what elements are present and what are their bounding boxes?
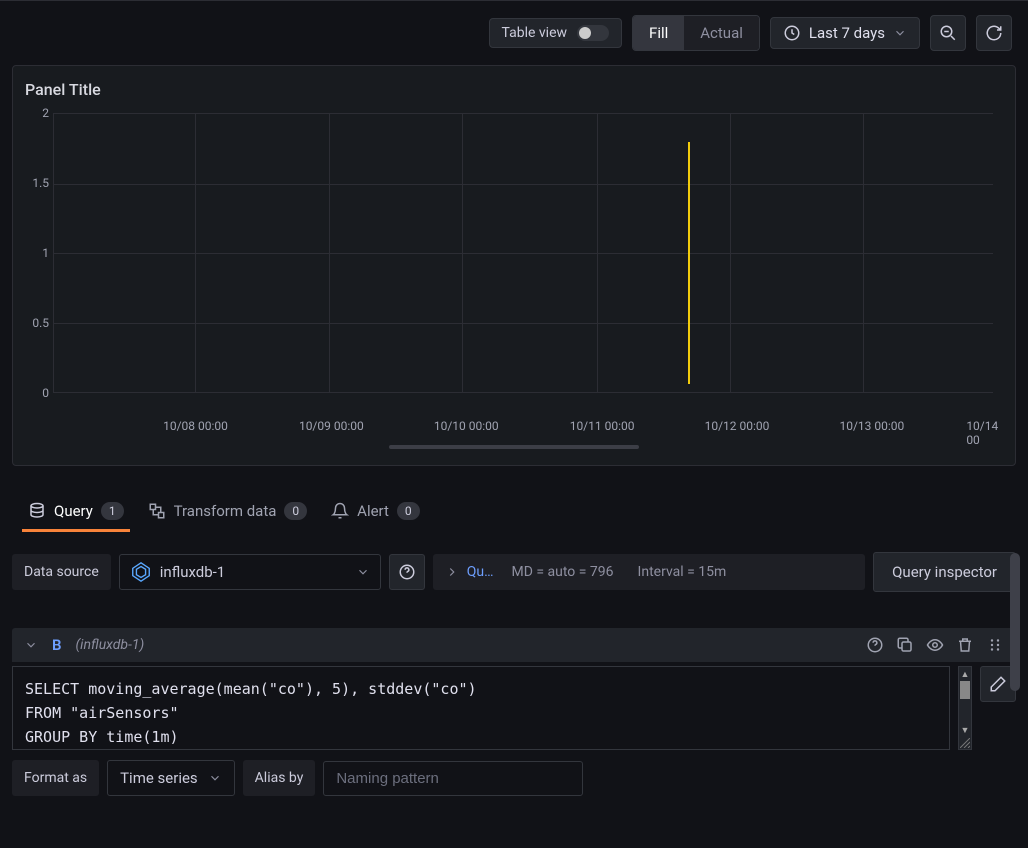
query-header: B (influxdb-1)	[12, 628, 1016, 662]
chevron-down-icon	[893, 26, 907, 40]
tab-transform-label: Transform data	[174, 502, 277, 520]
alert-count-badge: 0	[397, 502, 420, 520]
influxdb-icon	[130, 561, 152, 583]
scroll-track	[959, 699, 971, 723]
clock-icon	[783, 24, 801, 42]
y-axis: 2 1.5 1 0.5 0	[25, 113, 49, 393]
scroll-up-icon[interactable]: ▲	[959, 667, 971, 681]
database-icon	[28, 502, 46, 520]
fill-button[interactable]: Fill	[633, 16, 684, 50]
zoom-out-button[interactable]	[930, 15, 966, 51]
zoom-out-icon	[939, 24, 957, 42]
toggle-switch[interactable]	[577, 25, 609, 41]
gridline	[597, 114, 598, 392]
chevron-right-icon[interactable]	[445, 565, 459, 579]
x-tick: 10/12 00:00	[705, 419, 770, 433]
chart: 2 1.5 1 0.5 0	[53, 113, 1003, 413]
alias-by-label: Alias by	[243, 760, 316, 796]
x-tick: 10/10 00:00	[434, 419, 499, 433]
help-icon[interactable]	[866, 636, 884, 654]
query-body: ▲ ▼	[12, 666, 1016, 750]
format-as-label: Format as	[12, 760, 99, 796]
horizontal-scrollbar[interactable]	[389, 445, 639, 449]
interval-info: Interval = 15m	[638, 564, 727, 580]
trash-icon[interactable]	[956, 636, 974, 654]
panel: Panel Title 2 1.5 1 0.5 0 10/08 00:00 10…	[12, 65, 1016, 466]
chevron-down-icon	[356, 565, 370, 579]
gridline	[863, 114, 864, 392]
chevron-down-icon	[208, 771, 222, 785]
tabs: Query 1 Transform data 0 Alert 0	[0, 494, 1028, 532]
scroll-down-icon[interactable]: ▼	[959, 723, 971, 737]
query-count-badge: 1	[101, 502, 124, 520]
data-source-value: influxdb-1	[160, 563, 225, 581]
data-series-line	[688, 142, 690, 384]
panel-title: Panel Title	[25, 76, 1003, 113]
y-tick: 2	[42, 106, 49, 120]
y-tick: 0	[42, 386, 49, 400]
scroll-thumb[interactable]	[1010, 553, 1020, 691]
data-source-select[interactable]: influxdb-1	[119, 554, 381, 590]
page-vertical-scrollbar[interactable]	[1010, 545, 1020, 835]
copy-icon[interactable]	[896, 636, 914, 654]
table-view-label: Table view	[502, 25, 568, 41]
question-icon	[398, 563, 416, 581]
bell-icon	[331, 502, 349, 520]
tab-transform[interactable]: Transform data 0	[148, 494, 308, 532]
transform-count-badge: 0	[284, 502, 307, 520]
resize-grip[interactable]	[959, 737, 971, 749]
format-as-value: Time series	[120, 769, 198, 787]
query-options-link[interactable]: Qu…	[467, 564, 494, 580]
x-tick: 10/08 00:00	[163, 419, 228, 433]
x-tick: 10/09 00:00	[299, 419, 364, 433]
scroll-thumb[interactable]	[960, 681, 970, 699]
y-tick: 1	[42, 246, 49, 260]
tab-query-label: Query	[54, 502, 93, 520]
query-block: B (influxdb-1) ▲ ▼ Format as Time series	[12, 628, 1016, 796]
plot-area[interactable]	[53, 113, 993, 393]
refresh-button[interactable]	[976, 15, 1012, 51]
query-textarea[interactable]	[12, 666, 950, 750]
tab-alert[interactable]: Alert 0	[331, 494, 420, 532]
textarea-scrollbar[interactable]: ▲ ▼	[958, 666, 972, 750]
md-info: MD = auto = 796	[511, 564, 613, 580]
query-source-hint: (influxdb-1)	[76, 637, 145, 653]
transform-icon	[148, 502, 166, 520]
eye-icon[interactable]	[926, 636, 944, 654]
tab-alert-label: Alert	[357, 502, 389, 520]
gridline	[730, 114, 731, 392]
gridline	[195, 114, 196, 392]
gridline	[462, 114, 463, 392]
time-range-picker[interactable]: Last 7 days	[770, 17, 920, 49]
format-row: Format as Time series Alias by	[12, 760, 1016, 796]
actual-button[interactable]: Actual	[684, 16, 759, 50]
query-options-bar: Qu… MD = auto = 796 Interval = 15m	[433, 554, 865, 590]
refresh-icon	[985, 24, 1003, 42]
format-as-select[interactable]: Time series	[107, 760, 235, 796]
toolbar: Table view Fill Actual Last 7 days	[0, 0, 1028, 65]
tab-query[interactable]: Query 1	[28, 494, 124, 532]
gridline	[329, 114, 330, 392]
x-tick: 10/13 00:00	[839, 419, 904, 433]
fill-actual-group: Fill Actual	[632, 15, 760, 51]
data-source-label: Data source	[12, 554, 111, 590]
table-view-toggle[interactable]: Table view	[489, 18, 623, 48]
collapse-icon[interactable]	[24, 638, 38, 652]
time-range-label: Last 7 days	[809, 24, 885, 42]
y-tick: 0.5	[32, 316, 49, 330]
toggle-knob	[579, 27, 591, 39]
y-tick: 1.5	[32, 176, 49, 190]
drag-handle-icon[interactable]	[986, 636, 1004, 654]
x-tick: 10/11 00:00	[570, 419, 635, 433]
query-actions	[866, 636, 1004, 654]
x-tick: 10/14 00	[966, 419, 998, 447]
alias-by-input[interactable]	[323, 761, 583, 796]
query-letter: B	[52, 636, 62, 654]
pencil-icon	[989, 675, 1007, 693]
query-bar: Data source influxdb-1 Qu… MD = auto = 7…	[0, 552, 1028, 592]
x-axis: 10/08 00:00 10/09 00:00 10/10 00:00 10/1…	[53, 419, 1003, 437]
help-button[interactable]	[389, 554, 425, 590]
query-inspector-button[interactable]: Query inspector	[873, 552, 1016, 592]
